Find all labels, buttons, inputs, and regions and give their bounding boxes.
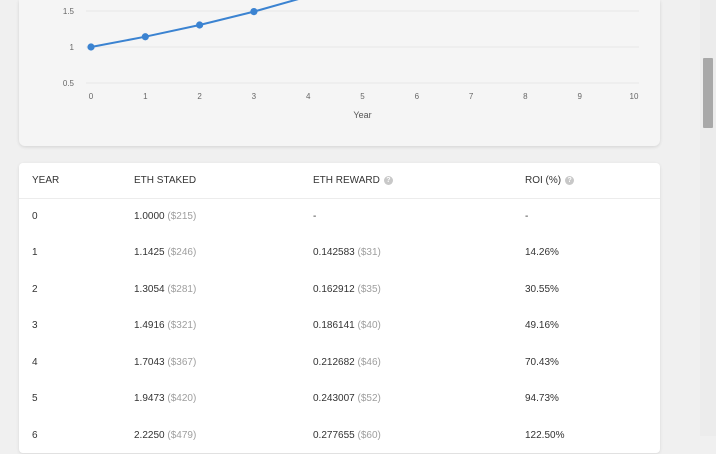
staked-value: 1.4916 xyxy=(134,320,165,332)
cell-roi: 49.16% xyxy=(525,320,559,332)
staked-usd: ($420) xyxy=(167,393,197,405)
cell-year: 0 xyxy=(32,211,38,222)
cell-roi: 122.50% xyxy=(525,429,565,441)
cell-eth-reward: 0.277655 ($60) xyxy=(313,417,525,454)
cell-year: 3 xyxy=(32,320,38,332)
help-icon[interactable]: ? xyxy=(383,175,393,185)
header-roi: ROI (%)? xyxy=(525,163,660,199)
reward-usd: ($52) xyxy=(357,393,381,405)
table-row: 5 1.9473 ($420) 0.243007 ($52) 94.73% xyxy=(19,381,660,418)
staked-value: 1.1425 xyxy=(134,247,165,259)
x-tick-label: 9 xyxy=(577,92,582,101)
cell-year: 1 xyxy=(32,247,38,259)
staking-table-card: YEAR ETH STAKED ETH REWARD? ROI (%)? 0 1.… xyxy=(19,163,660,453)
y-tick-label: 0.5 xyxy=(63,79,75,88)
reward-usd: ($60) xyxy=(357,429,381,441)
staked-value: 1.0000 xyxy=(134,211,165,222)
staking-table: YEAR ETH STAKED ETH REWARD? ROI (%)? 0 1.… xyxy=(19,163,660,454)
x-axis-label: Year xyxy=(353,110,371,120)
y-tick-label: 1.5 xyxy=(63,7,75,16)
cell-eth-staked: 1.4916 ($321) xyxy=(134,308,313,345)
header-eth-staked: ETH STAKED xyxy=(134,163,313,199)
table-header-row: YEAR ETH STAKED ETH REWARD? ROI (%)? xyxy=(19,163,660,199)
reward-value: 0.212682 xyxy=(313,356,355,368)
cell-eth-reward: 0.186141 ($40) xyxy=(313,308,525,345)
header-year: YEAR xyxy=(19,163,134,199)
cell-eth-reward: 0.142583 ($31) xyxy=(313,235,525,272)
reward-usd: ($40) xyxy=(357,320,381,332)
staked-usd: ($479) xyxy=(167,429,197,441)
reward-usd: ($35) xyxy=(357,283,381,295)
growth-chart: 0.5 1 1.5 0 1 2 3 4 5 6 7 8 9 10 Year xyxy=(63,0,639,120)
series-line xyxy=(90,0,299,48)
staked-value: 1.7043 xyxy=(134,356,165,368)
growth-chart-card: 0.5 1 1.5 0 1 2 3 4 5 6 7 8 9 10 Year xyxy=(19,0,660,146)
staked-value: 1.9473 xyxy=(134,393,165,405)
cell-eth-reward: 0.212682 ($46) xyxy=(313,344,525,381)
scrollbar-thumb[interactable] xyxy=(703,58,713,128)
reward-value: 0.277655 xyxy=(313,429,355,441)
x-tick-label: 8 xyxy=(523,92,528,101)
cell-eth-staked: 2.2250 ($479) xyxy=(134,417,313,454)
cell-roi: 30.55% xyxy=(525,283,559,295)
table-row: 0 1.0000 ($215) - - xyxy=(19,198,660,235)
staked-value: 1.3054 xyxy=(134,283,165,295)
staked-usd: ($321) xyxy=(167,320,197,332)
x-tick-label: 0 xyxy=(89,92,94,101)
cell-eth-staked: 1.1425 ($246) xyxy=(134,235,313,272)
help-icon[interactable]: ? xyxy=(565,175,575,185)
reward-value: 0.186141 xyxy=(313,320,355,332)
table-row: 1 1.1425 ($246) 0.142583 ($31) 14.26% xyxy=(19,235,660,272)
table-row: 2 1.3054 ($281) 0.162912 ($35) 30.55% xyxy=(19,271,660,308)
table-row: 6 2.2250 ($479) 0.277655 ($60) 122.50% xyxy=(19,417,660,454)
reward-value: 0.162912 xyxy=(313,283,355,295)
cell-eth-reward: 0.243007 ($52) xyxy=(313,381,525,418)
staked-value: 2.2250 xyxy=(134,429,165,441)
staked-usd: ($246) xyxy=(167,247,197,259)
cell-eth-reward: - xyxy=(313,198,525,235)
data-point xyxy=(141,33,149,41)
cell-roi: 94.73% xyxy=(525,393,559,405)
x-tick-label: 2 xyxy=(197,92,202,101)
cell-eth-staked: 1.0000 ($215) xyxy=(134,198,313,235)
data-point xyxy=(87,43,95,51)
staked-usd: ($367) xyxy=(167,356,197,368)
data-point xyxy=(250,8,258,16)
x-tick-label: 7 xyxy=(469,92,474,101)
table-row: 3 1.4916 ($321) 0.186141 ($40) 49.16% xyxy=(19,308,660,345)
cell-roi: 70.43% xyxy=(525,356,559,368)
reward-usd: ($31) xyxy=(357,247,381,259)
cell-eth-staked: 1.3054 ($281) xyxy=(134,271,313,308)
reward-value: 0.243007 xyxy=(313,393,355,405)
reward-value: - xyxy=(313,211,317,222)
cell-year: 2 xyxy=(32,283,38,295)
cell-eth-staked: 1.7043 ($367) xyxy=(134,344,313,381)
cell-year: 4 xyxy=(32,356,38,368)
staked-usd: ($215) xyxy=(167,211,197,222)
cell-eth-staked: 1.9473 ($420) xyxy=(134,381,313,418)
cell-year: 6 xyxy=(32,429,38,441)
cell-roi: 14.26% xyxy=(525,247,559,259)
cell-eth-reward: 0.162912 ($35) xyxy=(313,271,525,308)
x-tick-label: 5 xyxy=(360,92,365,101)
staked-usd: ($281) xyxy=(167,283,197,295)
data-point xyxy=(196,21,204,29)
x-tick-label: 6 xyxy=(415,92,420,101)
page-scrollbar[interactable] xyxy=(700,0,716,436)
x-tick-label: 1 xyxy=(143,92,148,101)
header-eth-reward: ETH REWARD? xyxy=(313,163,525,199)
reward-value: 0.142583 xyxy=(313,247,355,259)
cell-year: 5 xyxy=(32,393,38,405)
y-tick-label: 1 xyxy=(70,43,75,52)
x-tick-label: 3 xyxy=(252,92,257,101)
x-tick-label: 4 xyxy=(306,92,311,101)
reward-usd: ($46) xyxy=(357,356,381,368)
table-row: 4 1.7043 ($367) 0.212682 ($46) 70.43% xyxy=(19,344,660,381)
x-tick-label: 10 xyxy=(630,92,639,101)
cell-roi: - xyxy=(525,211,529,222)
